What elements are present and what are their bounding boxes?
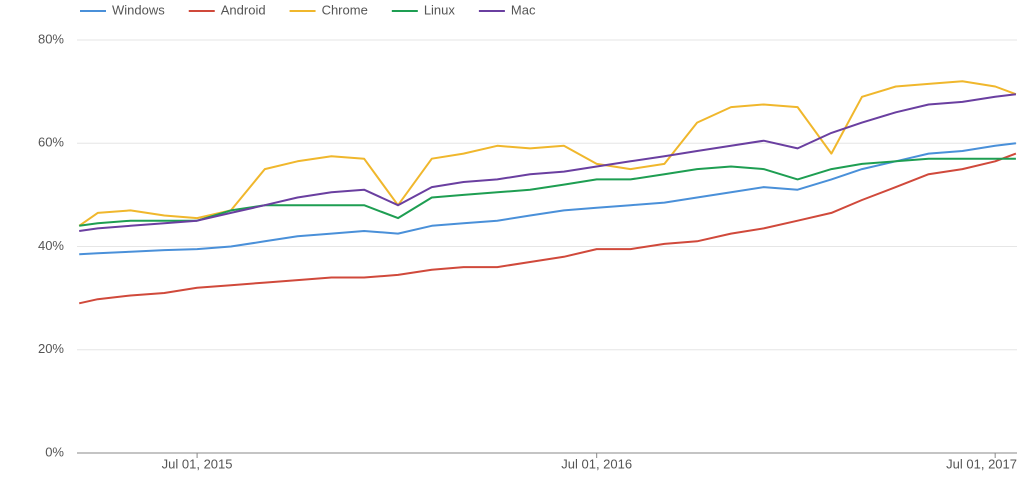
legend-label: Chrome <box>322 2 368 17</box>
y-tick-label: 0% <box>45 444 64 459</box>
y-tick-label: 60% <box>38 135 64 150</box>
y-tick-label: 20% <box>38 341 64 356</box>
series-line <box>79 157 1016 227</box>
y-tick-label: 40% <box>38 238 64 253</box>
series-line <box>78 152 1017 305</box>
series-line <box>79 93 1017 232</box>
legend-label: Mac <box>511 2 536 17</box>
legend-label: Linux <box>424 2 456 17</box>
series-line <box>79 142 1017 256</box>
x-tick-label: Jul 01, 2017 <box>946 456 1017 471</box>
x-tick-label: Jul 01, 2016 <box>561 456 632 471</box>
series-line <box>78 80 1017 227</box>
legend-label: Android <box>221 2 266 17</box>
y-tick-label: 80% <box>38 31 64 46</box>
legend-label: Windows <box>112 2 165 17</box>
x-tick-label: Jul 01, 2015 <box>162 456 233 471</box>
